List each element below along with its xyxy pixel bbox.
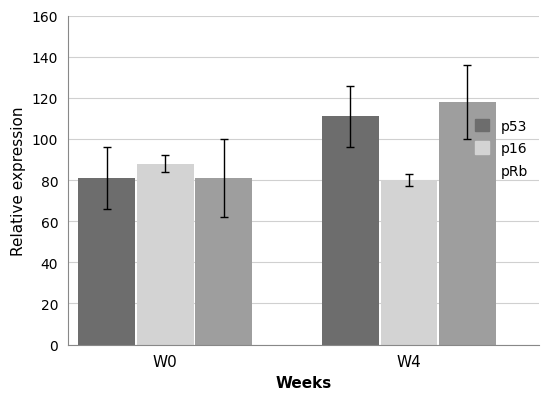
Bar	[439, 103, 496, 345]
Bar	[381, 181, 437, 345]
Bar	[195, 178, 252, 345]
X-axis label: Weeks: Weeks	[275, 375, 332, 390]
Bar	[79, 178, 135, 345]
Y-axis label: Relative expression: Relative expression	[11, 106, 26, 255]
Bar	[137, 164, 194, 345]
Bar	[322, 117, 379, 345]
Legend: p53, p16, pRb: p53, p16, pRb	[471, 115, 532, 182]
